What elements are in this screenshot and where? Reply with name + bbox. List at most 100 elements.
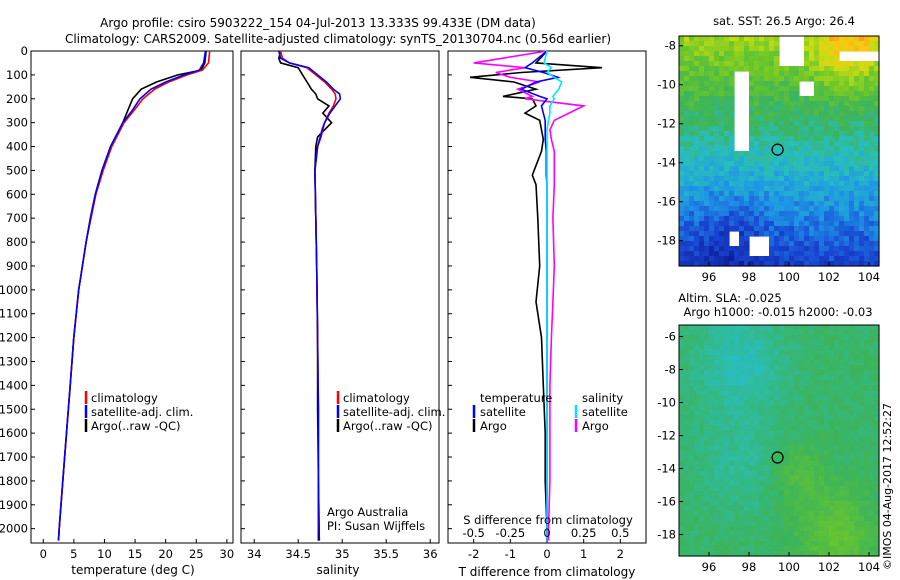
map-cell xyxy=(794,470,800,477)
map-cell xyxy=(869,81,875,87)
map-cell xyxy=(719,66,725,72)
map-cell xyxy=(724,76,730,82)
map-cell xyxy=(704,405,710,411)
map-cell xyxy=(824,340,830,346)
map-cell xyxy=(824,480,830,487)
map-cell xyxy=(749,186,755,192)
map-cell xyxy=(779,510,785,517)
map-cell xyxy=(694,435,700,442)
map-cell xyxy=(819,550,825,557)
map-cell xyxy=(859,355,865,361)
map-cell xyxy=(824,76,830,82)
map-cell xyxy=(714,550,720,557)
map-cell xyxy=(749,395,755,401)
map-cell xyxy=(734,256,740,262)
map-cell xyxy=(769,106,775,112)
map-cell xyxy=(724,96,730,102)
map-cell xyxy=(699,530,705,537)
map-cell xyxy=(854,370,860,376)
map-cell xyxy=(749,390,755,396)
map-cell xyxy=(734,340,740,346)
map-cell xyxy=(874,186,880,192)
map-cell xyxy=(719,545,725,552)
map-cell xyxy=(744,36,750,42)
map-cell xyxy=(764,345,770,351)
map-cell xyxy=(719,36,725,42)
map-cell xyxy=(744,201,750,207)
map-cell xyxy=(714,510,720,517)
map-cell xyxy=(849,515,855,522)
map-cell xyxy=(809,485,815,492)
map-cell xyxy=(809,61,815,67)
map-cell xyxy=(789,216,795,222)
map-cell xyxy=(764,176,770,182)
map-cell xyxy=(794,440,800,447)
map-cell xyxy=(769,76,775,82)
map-cell xyxy=(864,236,870,242)
map-cell xyxy=(704,241,710,247)
map-cell xyxy=(744,340,750,346)
map-cell xyxy=(824,510,830,517)
map-cell xyxy=(764,410,770,416)
map-cell xyxy=(714,460,720,467)
map-cell xyxy=(759,485,765,492)
map-cell xyxy=(694,325,700,331)
map-cell xyxy=(804,116,810,122)
map-cell xyxy=(789,455,795,462)
map-cell xyxy=(719,385,725,391)
map-cell xyxy=(859,166,865,172)
map-cell xyxy=(849,450,855,457)
map-cell xyxy=(709,166,715,172)
map-cell xyxy=(854,116,860,122)
map-cell xyxy=(729,166,735,172)
map-cell xyxy=(719,196,725,202)
map-cell xyxy=(734,181,740,187)
map-cell xyxy=(679,176,685,182)
map-cell xyxy=(714,186,720,192)
map-cell xyxy=(704,455,710,462)
map-cell xyxy=(864,475,870,482)
map-cell xyxy=(819,186,825,192)
map-cell xyxy=(809,196,815,202)
map-cell xyxy=(724,171,730,177)
map-cell xyxy=(724,330,730,336)
map-cell xyxy=(699,395,705,401)
map-cell xyxy=(794,251,800,257)
map-cell xyxy=(799,186,805,192)
map-cell xyxy=(784,415,790,422)
map-cell xyxy=(864,196,870,202)
map-cell xyxy=(759,420,765,427)
map-cell xyxy=(694,480,700,487)
map-cell xyxy=(739,350,745,356)
map-cell xyxy=(779,435,785,442)
map-cell xyxy=(829,535,835,542)
series-s-satellite xyxy=(543,50,563,541)
map-cell xyxy=(819,131,825,137)
map-cell xyxy=(859,161,865,167)
map-cell xyxy=(719,430,725,437)
map-cell xyxy=(809,256,815,262)
map-cell xyxy=(839,495,845,502)
map-cell xyxy=(779,201,785,207)
map-cell xyxy=(784,76,790,82)
map-cell xyxy=(754,545,760,552)
map-cell xyxy=(729,86,735,92)
map-cell xyxy=(769,176,775,182)
map-cell xyxy=(729,435,735,442)
map-cell xyxy=(774,96,780,102)
map-cell xyxy=(844,455,850,462)
map-cell xyxy=(794,480,800,487)
map-cell xyxy=(774,465,780,472)
map-cell xyxy=(694,176,700,182)
map-cell xyxy=(809,475,815,482)
map-cell xyxy=(814,470,820,477)
map-cell xyxy=(779,106,785,112)
sla-map-ticks: 96 98 100 102 104-6-8-10-12-14-16-18 xyxy=(657,330,880,574)
map-cell xyxy=(764,520,770,527)
map-cell xyxy=(724,226,730,232)
map-cell xyxy=(709,196,715,202)
map-cell xyxy=(834,196,840,202)
map-cell xyxy=(864,206,870,212)
map-cell xyxy=(689,525,695,532)
map-cell xyxy=(749,535,755,542)
